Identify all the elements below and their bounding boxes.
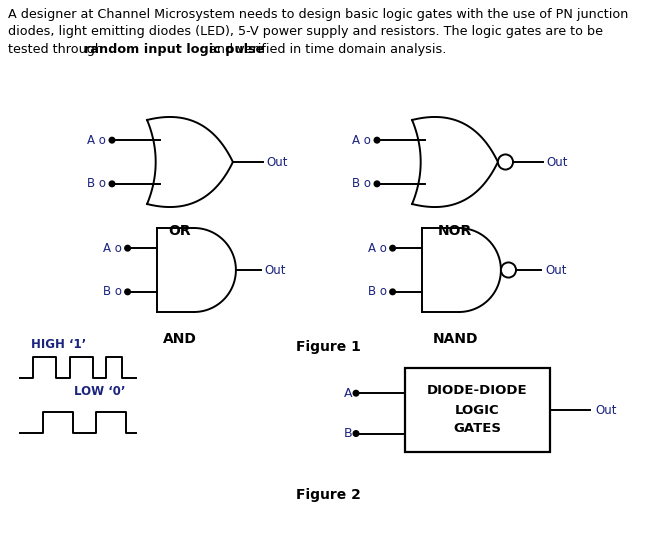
Text: A o: A o (368, 241, 386, 255)
Text: diodes, light emitting diodes (LED), 5-V power supply and resistors. The logic g: diodes, light emitting diodes (LED), 5-V… (8, 25, 603, 39)
Text: A designer at Channel Microsystem needs to design basic logic gates with the use: A designer at Channel Microsystem needs … (8, 8, 628, 21)
Text: AND: AND (163, 332, 197, 346)
Circle shape (109, 181, 115, 186)
Text: A: A (344, 387, 352, 400)
Circle shape (374, 138, 380, 143)
Bar (405, 368, 550, 452)
Text: Out: Out (595, 404, 616, 416)
Circle shape (125, 289, 130, 295)
Circle shape (353, 431, 359, 436)
Text: Out: Out (547, 156, 568, 168)
Text: A o: A o (352, 134, 371, 147)
Text: Out: Out (267, 156, 288, 168)
Circle shape (109, 138, 115, 143)
Text: Out: Out (545, 263, 566, 277)
Text: Out: Out (265, 263, 286, 277)
Circle shape (501, 262, 516, 278)
Circle shape (390, 245, 396, 251)
Text: NOR: NOR (438, 224, 472, 238)
Text: DIODE-DIODE
LOGIC
GATES: DIODE-DIODE LOGIC GATES (427, 384, 528, 436)
Circle shape (374, 181, 380, 186)
Text: Figure 2: Figure 2 (296, 488, 361, 502)
Text: A o: A o (87, 134, 106, 147)
Text: B o: B o (102, 285, 122, 298)
Text: A o: A o (102, 241, 122, 255)
Text: LOW ‘0’: LOW ‘0’ (74, 385, 125, 398)
Text: random input logic pulse: random input logic pulse (84, 43, 264, 56)
Circle shape (498, 155, 513, 169)
Text: B o: B o (368, 285, 386, 298)
Text: NAND: NAND (432, 332, 478, 346)
Circle shape (390, 289, 396, 295)
Text: and verified in time domain analysis.: and verified in time domain analysis. (206, 43, 447, 56)
Text: tested through: tested through (8, 43, 107, 56)
Text: B o: B o (352, 177, 371, 190)
Text: OR: OR (169, 224, 191, 238)
Text: Figure 1: Figure 1 (296, 340, 361, 354)
Text: HIGH ‘1’: HIGH ‘1’ (31, 338, 87, 351)
Circle shape (353, 390, 359, 396)
Text: B o: B o (87, 177, 106, 190)
Text: B: B (344, 427, 352, 440)
Circle shape (125, 245, 130, 251)
